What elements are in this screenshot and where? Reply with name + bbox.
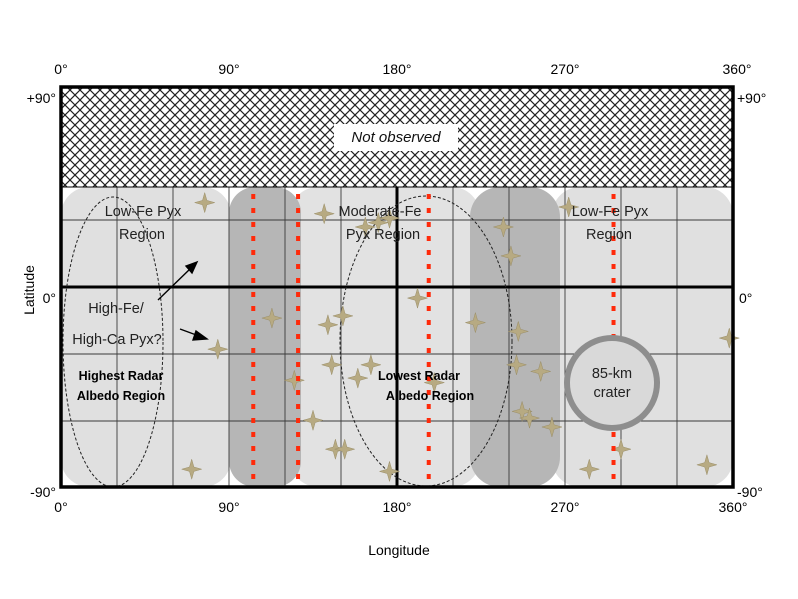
star-marker-7: [313, 202, 336, 225]
highest-radar-line2: Albedo Region: [77, 389, 165, 403]
star-marker-30: [610, 438, 632, 461]
star-marker-12: [346, 367, 369, 390]
star-marker-8: [320, 353, 343, 376]
lowest-radar-ellipse: [339, 195, 513, 487]
star-marker-17: [406, 287, 429, 310]
high-fe-line2: High-Ca Pyx?: [72, 332, 161, 348]
star-marker-28: [557, 196, 580, 218]
stars-layer: [180, 191, 741, 483]
star-marker-31: [695, 453, 718, 476]
star-marker-13: [354, 216, 377, 238]
y-tick-right-m90: -90°: [737, 484, 763, 500]
not-observed-label-box: [334, 124, 458, 151]
x-tick-top-90: 90°: [218, 61, 239, 77]
x-tick-bottom-0: 0°: [54, 499, 67, 515]
y-tick-right-0: 0°: [739, 290, 752, 306]
star-marker-23: [507, 320, 530, 343]
star-marker-27: [540, 416, 563, 438]
x-tick-bottom-180: 180°: [383, 499, 412, 515]
shade-left: [61, 187, 231, 487]
high-fe-line1: High-Fe/: [88, 301, 145, 317]
moderate-fe-line1: Moderate-Fe: [338, 204, 421, 220]
star-marker-29: [578, 458, 601, 481]
x-axis-title: Longitude: [368, 542, 430, 558]
star-marker-20: [492, 216, 515, 238]
x-tick-bottom-360: 360°: [719, 499, 748, 515]
star-marker-16: [378, 460, 401, 483]
star-marker-24: [511, 400, 534, 423]
star-marker-14: [367, 211, 390, 234]
arrow-up-head: [184, 260, 199, 275]
x-tick-top-270: 270°: [551, 61, 580, 77]
low-fe-right-line2: Region: [586, 227, 632, 243]
map-border: [59, 85, 735, 489]
shade-middle: [290, 187, 480, 487]
y-tick-left-m90: -90°: [30, 484, 56, 500]
star-marker-34: [180, 458, 203, 481]
x-tick-top-0: 0°: [54, 61, 67, 77]
star-marker-19: [464, 311, 487, 334]
star-marker-2: [260, 307, 283, 330]
star-marker-15: [378, 207, 401, 230]
star-marker-25: [518, 407, 541, 430]
star-marker-26: [529, 360, 552, 383]
x-tick-top-360: 360°: [723, 61, 752, 77]
x-tick-bottom-90: 90°: [218, 499, 239, 515]
star-marker-10: [331, 304, 354, 327]
star-marker-33: [206, 338, 229, 361]
x-tick-bottom-270: 270°: [551, 499, 580, 515]
crater-label-line2: crater: [593, 385, 630, 401]
star-marker-11: [333, 438, 356, 461]
not-observed-label: Not observed: [351, 129, 441, 146]
shade-right: [552, 187, 733, 487]
moderate-fe-line2: Pyx Region: [346, 227, 420, 243]
low-fe-left-line2: Region: [119, 227, 165, 243]
star-marker-22: [505, 353, 528, 376]
star-marker-18: [423, 371, 446, 394]
star-marker-6: [359, 353, 382, 376]
arrow-down-head: [192, 329, 209, 341]
star-marker-5: [316, 313, 339, 336]
y-axis-title: Latitude: [21, 265, 37, 315]
shade-dark-right: [470, 187, 560, 487]
low-fe-right-line1: Low-Fe Pyx: [572, 204, 649, 220]
crater-circle: [564, 335, 660, 431]
highest-radar-line1: Highest Radar: [79, 369, 164, 383]
y-tick-left-p90: +90°: [27, 90, 56, 106]
y-tick-right-p90: +90°: [737, 90, 766, 106]
x-tick-top-180: 180°: [383, 61, 412, 77]
low-fe-left-line1: Low-Fe Pyx: [105, 204, 182, 220]
y-tick-left-0: 0°: [43, 290, 56, 306]
star-marker-21: [499, 244, 522, 267]
high-fe-arrows: [157, 260, 209, 341]
arrow-up: [157, 267, 192, 301]
star-marker-1: [193, 191, 216, 214]
shaded-regions: [61, 187, 733, 487]
shade-dark-left: [229, 187, 301, 487]
lowest-radar-line1: Lowest Radar: [378, 369, 460, 383]
lowest-radar-line2: Albedo Region: [386, 389, 474, 403]
star-marker-4: [302, 409, 324, 432]
crater-label-line1: 85-km: [592, 366, 632, 382]
